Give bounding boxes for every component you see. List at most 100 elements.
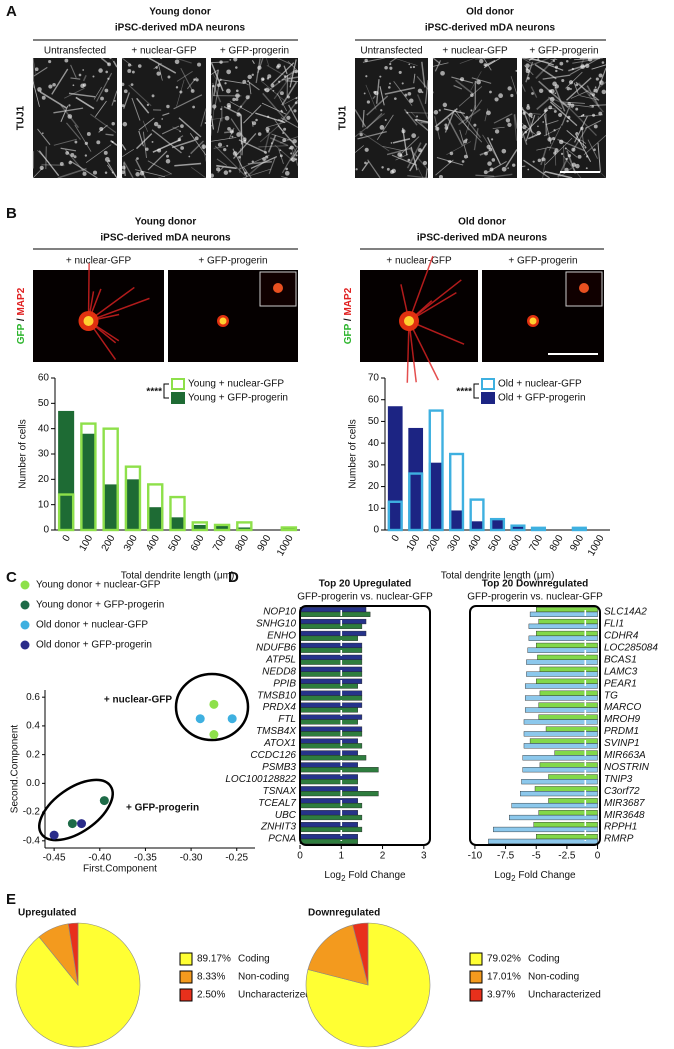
neurite	[454, 113, 483, 143]
soma	[565, 157, 568, 161]
neurite	[410, 111, 429, 132]
neurite	[269, 137, 289, 147]
category-label: LAMC3	[604, 666, 638, 677]
bar	[408, 472, 424, 532]
soma	[48, 60, 52, 64]
soma	[440, 70, 445, 76]
neurite	[268, 157, 276, 175]
neurite	[148, 57, 177, 74]
soma	[487, 161, 492, 166]
neurite	[178, 135, 184, 139]
neurite	[432, 57, 441, 64]
bar	[529, 611, 598, 617]
x-tick-label: 800	[233, 533, 251, 553]
bar	[299, 822, 358, 828]
soma	[151, 94, 155, 98]
bar	[408, 427, 424, 530]
bar	[299, 690, 363, 696]
soma	[417, 88, 423, 94]
y-tick-label: 0	[43, 525, 49, 536]
bar	[536, 642, 598, 649]
soma	[406, 111, 409, 114]
neurite	[366, 95, 389, 116]
soma	[552, 59, 556, 63]
neurite	[217, 118, 222, 133]
neurite	[66, 122, 81, 140]
legend-swatch	[469, 952, 483, 966]
soma	[538, 88, 544, 93]
x-tick-label: 100	[77, 533, 95, 553]
soma	[294, 69, 298, 74]
column-label: + GFP-progerin	[529, 46, 598, 57]
bar	[538, 618, 598, 625]
neurite	[213, 69, 220, 96]
column-label: + GFP-progerin	[220, 46, 289, 57]
stain-part: /	[16, 316, 27, 324]
soma	[265, 155, 269, 159]
column-label: Untransfected	[360, 46, 422, 57]
bar	[469, 521, 485, 530]
neurite	[584, 120, 602, 129]
soma	[491, 158, 496, 162]
neurite	[238, 139, 266, 153]
soma	[146, 103, 150, 106]
neurite	[573, 82, 579, 95]
neurite	[459, 57, 476, 64]
bracket	[163, 383, 169, 399]
column-label: + nuclear-GFP	[131, 46, 197, 57]
bar	[538, 810, 598, 816]
neurite	[587, 139, 598, 159]
soma	[569, 87, 572, 90]
point	[99, 796, 109, 806]
neurite	[386, 147, 411, 156]
bar	[236, 521, 253, 532]
x-tick-label: 0	[61, 533, 74, 544]
soma	[247, 80, 250, 83]
chart-title: Downregulated	[308, 908, 380, 919]
neurite	[484, 173, 513, 179]
group-title: iPSC-derived mDA neurons	[425, 23, 556, 34]
stain-label: TUJ1	[338, 105, 349, 130]
soma	[587, 56, 593, 62]
legend-label: Young donor + GFP-progerin	[36, 600, 164, 611]
group-title: iPSC-derived mDA neurons	[417, 233, 548, 244]
soma	[548, 105, 553, 110]
soma	[96, 140, 101, 145]
bar	[526, 671, 598, 677]
y-tick-label: 30	[368, 459, 380, 470]
x-tick-label: 700	[211, 533, 229, 553]
micrograph	[521, 56, 607, 179]
soma	[401, 82, 404, 85]
soma	[549, 96, 555, 102]
soma	[582, 113, 585, 116]
x-tick-label: -5	[532, 851, 541, 862]
neurite	[416, 75, 429, 90]
bar	[280, 526, 298, 532]
legend-label: Non-coding	[528, 972, 579, 983]
soma	[107, 62, 111, 67]
soma	[571, 147, 576, 152]
neurite	[581, 139, 587, 144]
bar	[299, 762, 358, 768]
soma	[235, 97, 239, 101]
soma	[179, 90, 183, 94]
bar	[299, 707, 358, 713]
neurite	[242, 166, 252, 179]
soma	[489, 167, 494, 172]
cluster-outline	[174, 672, 250, 742]
soma	[232, 151, 238, 156]
soma	[416, 115, 419, 118]
category-label: SVINP1	[604, 738, 640, 749]
legend-swatch	[469, 970, 483, 984]
soma	[251, 160, 254, 163]
soma	[145, 147, 149, 151]
y-tick-label: 20	[38, 474, 50, 485]
soma	[591, 105, 594, 108]
neurite	[551, 101, 563, 110]
panel-label: A	[6, 3, 17, 20]
neurite	[128, 84, 152, 107]
neurite	[259, 123, 281, 143]
soma	[180, 124, 184, 128]
x-axis-label-part: Fold Change	[346, 870, 406, 881]
